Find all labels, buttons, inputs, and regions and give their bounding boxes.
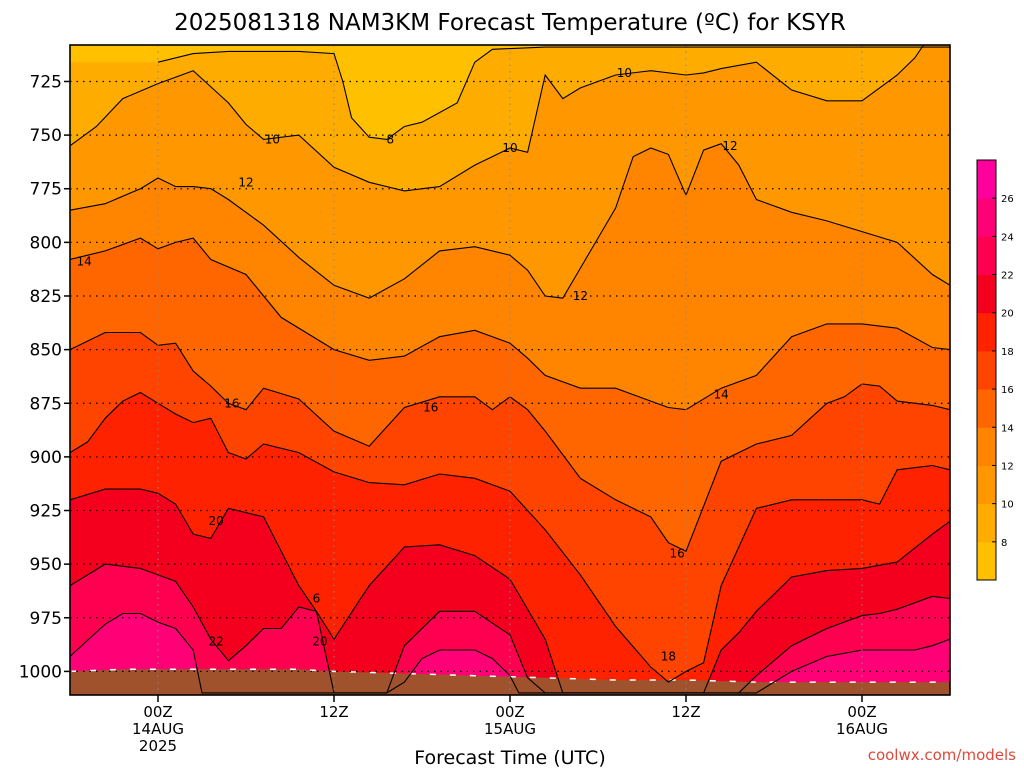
contour-label-8: 8 [386, 132, 394, 146]
colorbar: 8 10 12 14 16 18 20 22 24 26 [976, 159, 1014, 581]
colorbar-label: 16 [1001, 385, 1014, 396]
colorbar-swatch-18 [977, 312, 996, 352]
contour-label-18: 18 [661, 649, 676, 663]
x-tick-label: 15AUG [484, 720, 536, 738]
isotherm-20 [70, 488, 950, 694]
isotherm-18 [70, 391, 950, 683]
colorbar-swatch-26 [977, 160, 996, 199]
y-tick-label: 900 [30, 448, 62, 468]
colorbar-swatch-6 [977, 541, 996, 581]
colorbar-label: 26 [1001, 194, 1014, 205]
isotherm-22 [70, 563, 950, 694]
contour-label-16: 16 [224, 396, 239, 410]
colorbar-label: 18 [1001, 347, 1014, 358]
x-tick-label: 00Z [143, 703, 172, 721]
x-tick-label: 2025 [139, 737, 177, 755]
contour-label-16: 16 [670, 546, 685, 560]
chart-title: 2025081318 NAM3KM Forecast Temperature (… [174, 10, 846, 36]
contour-label-20: 20 [208, 514, 223, 528]
colorbar-swatch-8 [977, 503, 996, 543]
contour-label-12: 12 [238, 175, 253, 189]
contour-label-14: 14 [76, 255, 91, 269]
colorbar-label: 8 [1001, 538, 1007, 549]
x-tick-label: 00Z [847, 703, 876, 721]
colorbar-label: 14 [1001, 423, 1014, 434]
colorbar-swatch-24 [977, 198, 996, 237]
contour-label-10: 10 [502, 141, 517, 155]
x-axis-label: Forecast Time (UTC) [414, 747, 605, 768]
y-tick-label: 850 [30, 341, 62, 361]
colorbar-label: 10 [1001, 500, 1014, 511]
colorbar-label: 20 [1001, 309, 1014, 320]
x-tick-label: 12Z [671, 703, 700, 721]
contour-label-12: 12 [573, 289, 588, 303]
contour-label-layer: 8 10 10 10 12 12 12 14 14 16 16 16 18 20 20 22 6 [76, 66, 737, 663]
contour-label-20: 20 [312, 634, 327, 648]
colorbar-swatch-10 [977, 465, 996, 505]
colorbar-frame [976, 159, 997, 581]
x-tick-label: 16AUG [836, 720, 888, 738]
grid-layer [70, 45, 950, 695]
contour-label-22: 22 [208, 634, 223, 648]
isotherm-10 [70, 45, 950, 192]
x-tick-label: 00Z [495, 703, 524, 721]
colorbar-label: 24 [1001, 232, 1014, 243]
isotherm-14 [70, 237, 950, 411]
x-tick-label: 12Z [319, 703, 348, 721]
y-tick-label: 950 [30, 555, 62, 575]
y-tick-label: 725 [30, 72, 62, 92]
y-tick-label: 775 [30, 180, 62, 200]
surface-edge [70, 668, 950, 683]
contour-label-6: 6 [313, 591, 321, 605]
y-tick-label: 825 [30, 287, 62, 307]
isotherm-8 [157, 46, 950, 140]
contour-label-12: 12 [722, 139, 737, 153]
contour-label-14: 14 [714, 388, 729, 402]
contour-label-10: 10 [617, 66, 632, 80]
y-tick-label: 925 [30, 502, 62, 522]
x-tick-label: 14AUG [132, 720, 184, 738]
colorbar-label: 22 [1001, 271, 1014, 282]
colorbar-swatch-22 [977, 236, 996, 276]
band-fill-above-22 [70, 564, 950, 695]
colorbar-swatch-20 [977, 274, 996, 314]
credit-text: coolwx.com/models [868, 746, 1016, 764]
y-tick-label: 750 [30, 126, 62, 146]
colorbar-swatch-12 [977, 427, 996, 466]
y-tick-label: 975 [30, 609, 62, 629]
colorbar-label: 12 [1001, 461, 1014, 472]
colorbar-swatch-16 [977, 350, 996, 390]
y-tick-label: 1000 [19, 662, 62, 682]
plot-area: 8 10 10 10 12 12 12 14 14 16 16 16 18 20 20 22 6 [70, 45, 950, 695]
y-tick-label: 800 [30, 233, 62, 253]
y-tick-label: 875 [30, 394, 62, 414]
contour-label-10: 10 [265, 132, 280, 146]
y-axis: 725 750 775 800 825 850 875 900 925 950 975 1000 [19, 72, 70, 682]
contour-label-16: 16 [423, 401, 438, 415]
colorbar-swatch-14 [977, 389, 996, 428]
